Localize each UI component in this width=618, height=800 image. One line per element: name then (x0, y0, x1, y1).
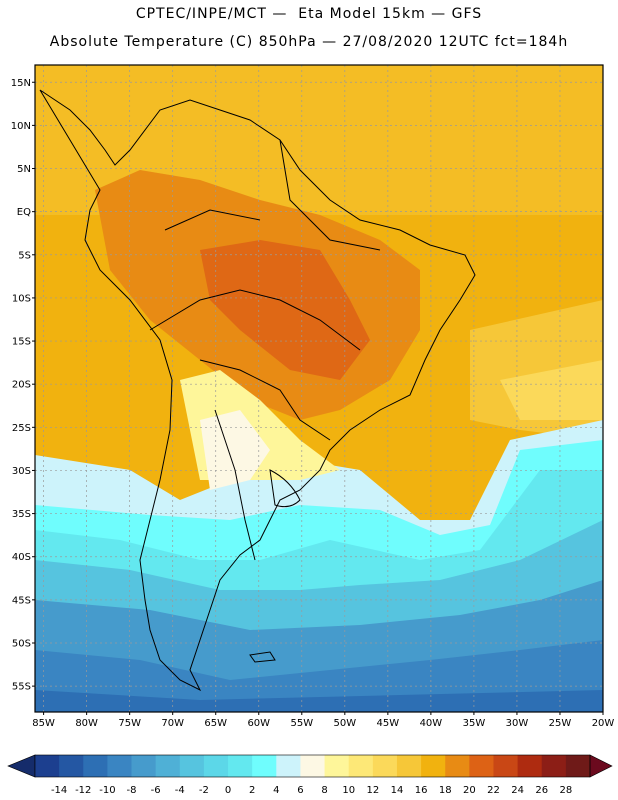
longitude-axis: 85W 80W 75W 70W 65W 60W 55W 50W 45W 40W 35W 30W 25W 2… (32, 712, 614, 729)
colorbar-label: 6 (297, 785, 303, 796)
colorbar-swatch (469, 755, 494, 777)
lat-tick-label: 35S (12, 509, 31, 520)
colorbar-swatch (565, 755, 591, 777)
colorbar-label: 16 (415, 785, 428, 796)
lon-tick-label: 40W (420, 718, 443, 729)
lat-tick-label: 5N (17, 164, 31, 175)
colorbar-swatch (276, 755, 301, 777)
colorbar-swatch (59, 755, 84, 777)
lon-tick-label: 70W (161, 718, 184, 729)
latitude-axis: 15N 10N 5N EQ 5S 10S 15S 20S 25S 30S 35S 40S 45S 50S 5… (11, 78, 35, 693)
lon-tick-label: 30W (506, 718, 529, 729)
colorbar-swatch (445, 755, 470, 777)
lon-tick-label: 80W (75, 718, 98, 729)
title-line-2: Absolute Temperature (C) 850hPa — 27/08/… (49, 34, 569, 50)
colorbar-label: -14 (51, 785, 67, 796)
colorbar-swatch (107, 755, 132, 777)
border-line-2 (199, 359, 331, 441)
border-line-5 (214, 409, 256, 561)
colorbar-swatch (252, 755, 277, 777)
border-line-4 (164, 209, 261, 231)
falklands-outline (249, 651, 276, 663)
lon-tick-label: 20W (592, 718, 615, 729)
colorbar-swatch (348, 755, 374, 777)
colorbar-label: 4 (273, 785, 279, 796)
colorbar-swatch (228, 755, 253, 777)
colorbar-label: 10 (342, 785, 355, 796)
colorbar-swatch (83, 755, 108, 777)
border-line-3 (279, 139, 381, 251)
field-blue-4 (35, 690, 603, 712)
lon-tick-label: 65W (204, 718, 227, 729)
colorbar-swatch (179, 755, 205, 777)
colorbar-label: 14 (391, 785, 404, 796)
colorbar-swatch (131, 755, 157, 777)
lon-tick-label: 45W (377, 718, 400, 729)
colorbar-swatch (35, 755, 60, 777)
map-frame (34, 64, 604, 713)
colorbar-labels: -14 -12 -10 -8 -6 -4 -2 0 2 4 6 8 10 12 14 16 18 20 22 24 26… (51, 785, 572, 796)
lat-tick-label: 15S (12, 337, 31, 348)
colorbar-swatch (203, 755, 229, 777)
lat-tick-label: 45S (12, 595, 31, 606)
colorbar-label: 12 (366, 785, 379, 796)
temperature-field (35, 65, 603, 712)
lat-tick-label: 15N (11, 78, 31, 89)
colorbar-label: 22 (487, 785, 500, 796)
colorbar-swatch (155, 755, 181, 777)
colorbar-label: 18 (439, 785, 452, 796)
lon-tick-label: 75W (118, 718, 141, 729)
lat-tick-label: 10N (11, 121, 31, 132)
colorbar-frame (34, 754, 591, 778)
colorbar-label: -2 (199, 785, 209, 796)
colorbar-arrow-right (589, 754, 613, 778)
colorbar-swatch (493, 755, 519, 777)
lat-tick-label: 55S (12, 682, 31, 693)
coastlines (39, 89, 476, 692)
colorbar-label: 8 (321, 785, 327, 796)
colorbar-label: -6 (151, 785, 161, 796)
lat-tick-label: 20S (12, 380, 31, 391)
colorbar-swatch (517, 755, 543, 777)
colorbar-label: 26 (535, 785, 548, 796)
colorbar-label: -4 (175, 785, 185, 796)
colorbar-label: -8 (127, 785, 137, 796)
colorbar-label: -10 (99, 785, 115, 796)
colorbar-label: 28 (560, 785, 573, 796)
lat-tick-label: 10S (12, 293, 31, 304)
field-continent-hot (200, 240, 370, 380)
lat-tick-label: 25S (12, 423, 31, 434)
colorbar-label: 2 (249, 785, 255, 796)
colorbar-arrow-left (7, 754, 36, 778)
lat-tick-label: 40S (12, 552, 31, 563)
lon-tick-label: 55W (290, 718, 313, 729)
colorbar-swatch (421, 755, 446, 777)
lon-tick-label: 85W (32, 718, 55, 729)
lon-tick-label: 60W (247, 718, 270, 729)
title-line-1: CPTEC/INPE/MCT — Eta Model 15km — GFS (135, 6, 483, 22)
border-line-1 (149, 289, 361, 351)
rio-de-la-plata-outline (269, 469, 301, 508)
field-atlantic-lightyellow (500, 360, 603, 420)
lon-tick-label: 25W (549, 718, 572, 729)
lon-tick-label: 50W (334, 718, 357, 729)
colorbar-label: 20 (463, 785, 476, 796)
continent-outline (39, 89, 476, 692)
colorbar-swatch (300, 755, 325, 777)
lat-tick-label: 5S (18, 250, 31, 261)
field-pampas-white (200, 410, 270, 490)
colorbar-label: -12 (75, 785, 91, 796)
colorbar-label: 24 (511, 785, 524, 796)
lon-tick-label: 35W (463, 718, 486, 729)
lat-tick-label: 30S (12, 466, 31, 477)
colorbar-swatch (372, 755, 398, 777)
colorbar-swatch (396, 755, 422, 777)
colorbar-swatch (324, 755, 350, 777)
colorbar-label: 0 (225, 785, 231, 796)
lat-tick-label: EQ (17, 207, 31, 218)
lat-tick-label: 50S (12, 638, 31, 649)
colorbar (7, 754, 613, 778)
colorbar-swatch (541, 755, 567, 777)
